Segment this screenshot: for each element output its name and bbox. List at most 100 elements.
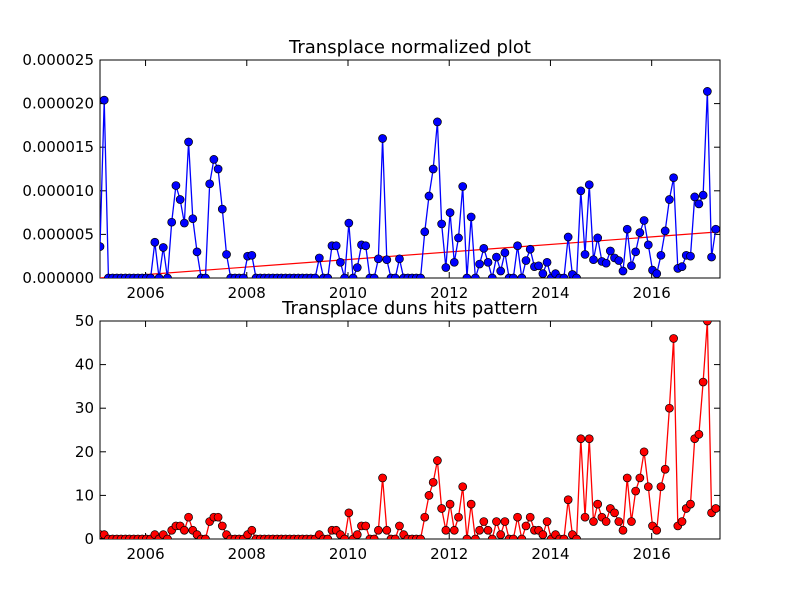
normalized-data-point: [702, 87, 712, 96]
duns-hits-data-point: [492, 517, 501, 526]
duns-hits-data-point: [340, 534, 349, 539]
normalized-data-point: [500, 248, 510, 258]
normalized-data-point: [416, 273, 425, 278]
normalized-data-point: [471, 273, 480, 278]
normalized-x-tick-label: 2008: [228, 284, 266, 302]
duns-hits-data-point: [217, 521, 227, 531]
normalized-data-point: [534, 261, 543, 271]
duns-hits-axes: [99, 320, 721, 540]
normalized-data-point: [441, 263, 451, 272]
normalized-data-point: [521, 256, 531, 265]
normalized-data-point: [614, 256, 624, 265]
duns-hits-data-point: [184, 512, 193, 522]
duns-hits-data-point: [344, 508, 354, 518]
normalized-data-point: [344, 218, 354, 228]
duns-hits-data-point: [374, 525, 383, 535]
normalized-data-point: [369, 273, 379, 278]
normalized-data-point: [635, 228, 645, 238]
duns-hits-data-point: [487, 534, 497, 539]
normalized-data-point: [146, 273, 155, 278]
duns-hits-data-point: [382, 525, 392, 535]
duns-hits-data-point: [458, 482, 468, 492]
normalized-data-point: [665, 195, 674, 204]
normalized-data-point: [618, 266, 628, 276]
duns-hits-panel: Transplace duns hits pattern 2006 2008 201…: [75, 298, 721, 563]
duns-hits-data-point: [572, 534, 581, 539]
duns-hits-data-point: [614, 517, 624, 526]
normalized-data-point: [492, 252, 501, 262]
normalized-data-point: [217, 204, 227, 214]
duns-hits-data-point: [576, 434, 586, 444]
normalized-data-point: [390, 273, 400, 278]
duns-hits-x-tick-label: 2012: [430, 545, 468, 563]
normalized-data-point: [660, 226, 670, 236]
normalized-data-point: [572, 273, 581, 278]
duns-hits-y-tick-label: 20: [75, 443, 94, 461]
normalized-x-tick-label: 2006: [126, 284, 164, 302]
duns-hits-data-point: [378, 473, 387, 483]
duns-hits-data-point: [563, 495, 573, 505]
normalized-data-point: [513, 241, 522, 251]
normalized-data-point: [584, 180, 594, 190]
normalized-trend-layer: [100, 231, 720, 278]
normalized-data-point: [576, 186, 586, 196]
duns-hits-data-point: [437, 504, 446, 513]
normalized-data-point: [374, 254, 383, 264]
duns-hits-y-tick-label: 40: [75, 356, 94, 374]
normalized-plot-title: Transplace normalized plot: [288, 37, 531, 58]
normalized-data-point: [331, 241, 341, 251]
duns-hits-data-point: [361, 521, 371, 531]
normalized-data-point: [669, 173, 678, 183]
normalized-data-point: [310, 273, 320, 278]
normalized-data-point: [601, 258, 611, 268]
normalized-x-tick-label: 2010: [329, 284, 367, 302]
normalized-data-point: [707, 252, 716, 262]
normalized-x-tick-label: 2014: [531, 284, 569, 302]
normalized-data-point: [462, 273, 472, 278]
duns-hits-y-tick-label: 0: [84, 530, 94, 548]
duns-hits-data-point: [669, 334, 678, 343]
normalized-data-point: [424, 191, 434, 201]
normalized-data-point: [589, 255, 598, 265]
duns-hits-data-point: [454, 512, 463, 522]
normalized-data-point: [378, 134, 387, 143]
normalized-plot-axes: [99, 59, 721, 279]
normalized-data-point: [323, 273, 333, 278]
normalized-data-point: [209, 155, 219, 164]
duns-hits-data-point: [677, 517, 687, 526]
duns-hits-data-point: [538, 530, 548, 539]
normalized-data-point: [466, 212, 476, 222]
duns-hits-data-point: [525, 512, 535, 522]
normalized-data-point: [361, 241, 371, 251]
duns-hits-data-point: [201, 534, 210, 539]
normalized-data-point: [690, 192, 700, 202]
normalized-data-point: [150, 237, 160, 247]
duns-hits-data-point: [711, 504, 720, 513]
duns-hits-data-point: [580, 512, 590, 522]
duns-hits-x-tick-label: 2014: [531, 545, 569, 563]
normalized-data-point: [167, 217, 177, 227]
duns-hits-data-point: [698, 377, 708, 387]
normalized-y-tick-label: 0.000020: [22, 95, 94, 113]
normalized-data-point: [563, 232, 573, 242]
normalized-data-point: [445, 208, 455, 217]
duns-hits-data-point: [500, 517, 510, 526]
normalized-data-point: [100, 95, 109, 105]
normalized-data-point: [475, 259, 484, 269]
normalized-data-point: [698, 190, 708, 200]
duns-hits-data-point: [610, 508, 619, 518]
duns-hits-data-point: [694, 430, 704, 439]
normalized-data-point: [686, 251, 695, 261]
normalized-data-point: [222, 250, 231, 259]
duns-hits-data-point: [163, 534, 172, 539]
normalized-data-point: [496, 266, 506, 276]
normalized-data-point: [336, 257, 345, 267]
duns-hits-data-point: [589, 517, 598, 526]
duns-hits-data-point: [584, 434, 594, 444]
normalized-data-point: [580, 250, 590, 259]
normalized-plot-panel: Transplace normalized plot 2006 2008 2010 2…: [22, 37, 721, 302]
duns-hits-data-point: [639, 447, 649, 457]
normalized-data-point: [437, 219, 446, 229]
duns-hits-data-point: [703, 321, 712, 326]
